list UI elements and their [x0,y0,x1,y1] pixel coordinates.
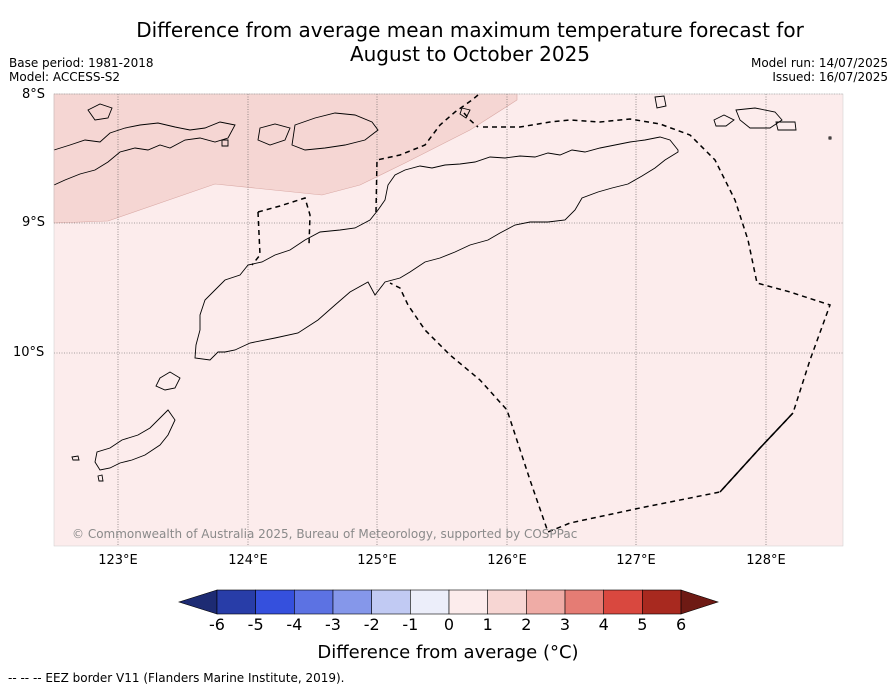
coastline-atauro [459,107,471,119]
eez-border-solid-segment [719,412,794,493]
lon-label-125e: 125°E [357,553,397,568]
colorbar-tick-label: -1 [402,615,419,634]
coastline-alor [291,112,379,151]
colorbar-arrow-high [680,589,719,615]
map-frame [53,93,844,547]
coastline-islet-5 [221,139,229,147]
coastline-pantar [257,123,291,146]
colorbar-tick-label: -4 [286,615,303,634]
colorbar-segment [294,589,334,615]
coastline-ne-island-2 [713,114,735,127]
anomaly-band-1-2 [53,93,518,224]
colorbar-segment [526,589,566,615]
coastline-ne-island-3 [735,107,783,129]
coastline-islet-1 [155,371,181,391]
colorbar-tick-label: -2 [363,615,380,634]
coastline-ne-island-5 [828,136,832,140]
lat-label-8s: 8°S [22,87,46,102]
coastline-sw-island [94,409,176,471]
credit-text: © Commonwealth of Australia 2025, Bureau… [72,527,577,541]
lon-label-127e: 127°E [616,553,656,568]
colorbar [178,589,719,615]
lon-label-126e: 126°E [487,553,527,568]
coastline-ne-island-1 [654,95,667,109]
map-title: Difference from average mean maximum tem… [0,18,896,66]
colorbar-segment [332,589,372,615]
meta-left: Base period: 1981-2018 Model: ACCESS-S2 [9,56,154,84]
eez-border-atauro [463,112,479,128]
base-period: Base period: 1981-2018 [9,56,154,70]
title-line-1: Difference from average mean maximum tem… [136,18,804,42]
colorbar-tick-label: -3 [325,615,341,634]
colorbar-segment [371,589,411,615]
colorbar-segment [603,589,643,615]
colorbar-tick-label: 2 [521,615,532,634]
colorbar-segment [216,589,256,615]
model-run: Model run: 14/07/2025 [750,56,888,70]
colorbar-tick-label: 3 [559,615,571,634]
issued-date: Issued: 16/07/2025 [772,70,888,84]
lat-label-10s: 10°S [13,345,45,360]
model-name: Model: ACCESS-S2 [9,70,121,84]
lon-label-123e: 123°E [98,553,138,568]
eez-border-oecusse [257,197,311,246]
lat-label-9s: 9°S [22,215,46,230]
coastline-islet-4 [87,103,113,121]
colorbar-tick-label: 5 [637,615,648,634]
coastline-ne-island-4 [775,121,797,131]
colorbar-tick-label: 4 [598,615,609,634]
colorbar-segment [642,589,682,615]
coastline-islet-2 [71,455,80,461]
colorbar-tick-label: -5 [247,615,264,634]
lon-label-128e: 128°E [746,553,786,568]
coastline-islet-3 [97,474,104,482]
title-line-2: August to October 2025 [349,42,591,66]
colorbar-tick-label: 1 [482,615,493,634]
colorbar-segment [410,589,450,615]
coastline-timor [194,136,679,361]
colorbar-arrow-low [178,589,218,615]
colorbar-title: Difference from average (°C) [317,642,579,663]
colorbar-tick-label: -6 [209,615,225,634]
colorbar-segment [487,589,527,615]
lon-label-124e: 124°E [228,553,268,568]
eez-borders [251,94,831,533]
colorbar-segment [448,589,488,615]
coastline-flores [53,121,236,186]
coastlines [53,95,832,482]
colorbar-segment [255,589,295,615]
colorbar-segment [564,589,605,615]
footer-note: -- -- -- EEZ border V11 (Flanders Marine… [8,671,345,685]
eez-border-north [375,94,479,213]
meta-right: Model run: 14/07/2025 Issued: 16/07/2025 [751,56,888,84]
colorbar-tick-label: 0 [443,615,455,634]
eez-border-east-timor [389,118,831,533]
colorbar-tick-label: 6 [675,615,687,634]
